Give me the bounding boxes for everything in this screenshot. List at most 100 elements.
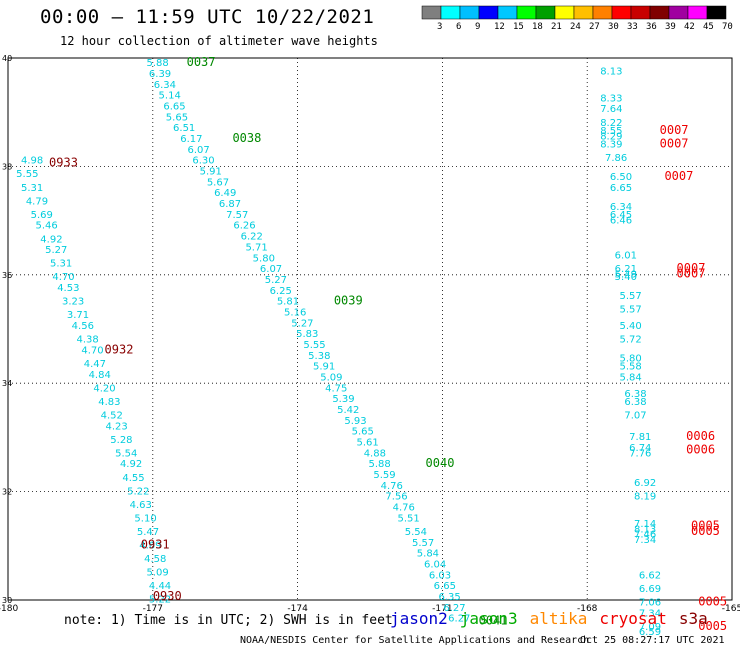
swh-value-label: 5.67 bbox=[207, 177, 229, 188]
swh-value-label: 4.88 bbox=[364, 448, 386, 459]
swh-value-label: 8.13 bbox=[634, 524, 656, 535]
swh-value-label: 5.81 bbox=[277, 297, 299, 308]
pass-time-label: 0005 bbox=[698, 619, 727, 633]
swh-value-label: 4.83 bbox=[98, 397, 120, 408]
swh-value-label: 4.75 bbox=[325, 383, 347, 394]
pass-time-label: 0037 bbox=[187, 55, 216, 69]
swh-value-label: 5.27 bbox=[45, 245, 67, 256]
swh-value-label: 5.16 bbox=[284, 307, 306, 318]
swh-value-label: 5.84 bbox=[417, 549, 439, 560]
swh-value-label: 6.87 bbox=[219, 199, 241, 210]
color-scale-label: 70 bbox=[722, 22, 733, 32]
color-scale-swatch bbox=[421, 5, 442, 20]
swh-value-label: 5.88 bbox=[146, 58, 168, 69]
swh-value-label: 5.57 bbox=[620, 305, 642, 316]
swh-value-label: 7.64 bbox=[600, 104, 622, 115]
swh-value-label: 5.55 bbox=[16, 169, 38, 180]
swh-value-label: 5.65 bbox=[166, 112, 188, 123]
color-scale-label: 33 bbox=[627, 22, 638, 32]
swh-value-label: 5.57 bbox=[412, 538, 434, 549]
swh-value-label: 6.92 bbox=[634, 478, 656, 489]
swh-value-label: 4.79 bbox=[26, 196, 48, 207]
swh-value-label: 5.27 bbox=[291, 318, 313, 329]
color-scale-label: 39 bbox=[665, 22, 676, 32]
swh-value-label: 6.69 bbox=[639, 584, 661, 595]
pass-time-label: 0039 bbox=[334, 294, 363, 308]
swh-value-label: 6.34 bbox=[610, 202, 632, 213]
swh-value-label: 7.09 bbox=[639, 622, 661, 633]
color-scale-swatch bbox=[573, 5, 594, 20]
color-scale-label: 12 bbox=[494, 22, 505, 32]
swh-value-label: 8.22 bbox=[600, 118, 622, 129]
swh-value-label: 6.65 bbox=[610, 183, 632, 194]
pass-time-label: 0038 bbox=[232, 131, 261, 145]
color-scale-swatch bbox=[440, 5, 461, 20]
swh-value-label: 4.23 bbox=[105, 421, 127, 432]
satellite-legend: jason2 jason3 altika cryosat s3a bbox=[390, 609, 720, 628]
swh-value-label: 5.39 bbox=[332, 394, 354, 405]
swh-value-label: 5.10 bbox=[134, 513, 156, 524]
y-tick-label: 30 bbox=[2, 596, 12, 605]
swh-value-label: 7.57 bbox=[226, 210, 248, 221]
swh-value-label: 5.54 bbox=[405, 527, 427, 538]
page-subtitle: 12 hour collection of altimeter wave hei… bbox=[60, 34, 378, 48]
swh-value-label: 5.09 bbox=[320, 372, 342, 383]
swh-value-label: 7.81 bbox=[629, 432, 651, 443]
color-scale-label: 42 bbox=[684, 22, 695, 32]
swh-value-label: 6.38 bbox=[624, 397, 646, 408]
color-scale-swatch bbox=[630, 5, 651, 20]
swh-value-label: 7.56 bbox=[385, 492, 407, 503]
swh-value-label: 5.47 bbox=[137, 527, 159, 538]
swh-value-label: 6.22 bbox=[241, 232, 263, 243]
swh-value-label: 4.52 bbox=[101, 410, 123, 421]
swh-value-label: 5.40 bbox=[615, 272, 637, 283]
swh-value-label: 4.84 bbox=[89, 370, 111, 381]
swh-value-label: 4.55 bbox=[122, 473, 144, 484]
legend-item: jason3 bbox=[459, 609, 518, 628]
pass-time-label: 0933 bbox=[49, 155, 78, 169]
plot-frame bbox=[7, 57, 733, 601]
swh-value-label: 4.63 bbox=[130, 500, 152, 511]
swh-value-label: 5.71 bbox=[245, 242, 267, 253]
swh-value-label: 4.76 bbox=[381, 481, 403, 492]
color-scale-label: 45 bbox=[703, 22, 714, 32]
pass-time-label: 0931 bbox=[141, 538, 170, 552]
credit-line: NOAA/NESDIS Center for Satellite Applica… bbox=[240, 635, 590, 646]
color-scale-label: 21 bbox=[551, 22, 562, 32]
swh-value-label: 6.46 bbox=[610, 215, 632, 226]
swh-value-label: 6.26 bbox=[233, 221, 255, 232]
pass-time-label: 0932 bbox=[105, 342, 134, 356]
swh-value-label: 5.65 bbox=[352, 427, 374, 438]
swh-value-label: 6.27 bbox=[448, 614, 470, 625]
swh-value-label: 7.34 bbox=[634, 535, 656, 546]
swh-value-label: 5.31 bbox=[21, 183, 43, 194]
color-scale-label: 24 bbox=[570, 22, 581, 32]
swh-value-label: 4.76 bbox=[393, 503, 415, 514]
swh-value-label: 5.91 bbox=[313, 362, 335, 373]
generated-timestamp: Oct 25 08:27:17 UTC 2021 bbox=[580, 635, 725, 646]
legend-item: cryosat bbox=[599, 609, 667, 628]
swh-value-label: 6.62 bbox=[639, 570, 661, 581]
swh-value-label: 6.51 bbox=[173, 123, 195, 134]
color-scale-swatch bbox=[478, 5, 499, 20]
color-scale-swatch bbox=[516, 5, 537, 20]
color-scale-swatch bbox=[706, 5, 727, 20]
pass-time-label: 0007 bbox=[664, 169, 693, 183]
color-scale-label: 30 bbox=[608, 22, 619, 32]
x-tick-label: -168 bbox=[577, 604, 598, 614]
swh-value-label: 8.55 bbox=[600, 126, 622, 137]
footer-note: note: 1) Time is in UTC; 2) SWH is in fe… bbox=[64, 613, 393, 628]
swh-value-label: 8.13 bbox=[600, 66, 622, 77]
pass-time-label: 0040 bbox=[426, 456, 455, 470]
swh-value-label: 4.53 bbox=[57, 283, 79, 294]
swh-value-label: 5.31 bbox=[50, 259, 72, 270]
x-tick-label: -171 bbox=[432, 604, 452, 614]
swh-value-label: 7.86 bbox=[605, 153, 627, 164]
x-tick-label: -177 bbox=[143, 604, 163, 614]
swh-value-label: 6.34 bbox=[154, 80, 176, 91]
pass-time-label: 0041 bbox=[479, 613, 508, 627]
color-scale-swatch bbox=[649, 5, 670, 20]
pass-time-label: 0007 bbox=[660, 136, 689, 150]
color-scale-swatch bbox=[497, 5, 518, 20]
color-scale-label: 36 bbox=[646, 22, 657, 32]
